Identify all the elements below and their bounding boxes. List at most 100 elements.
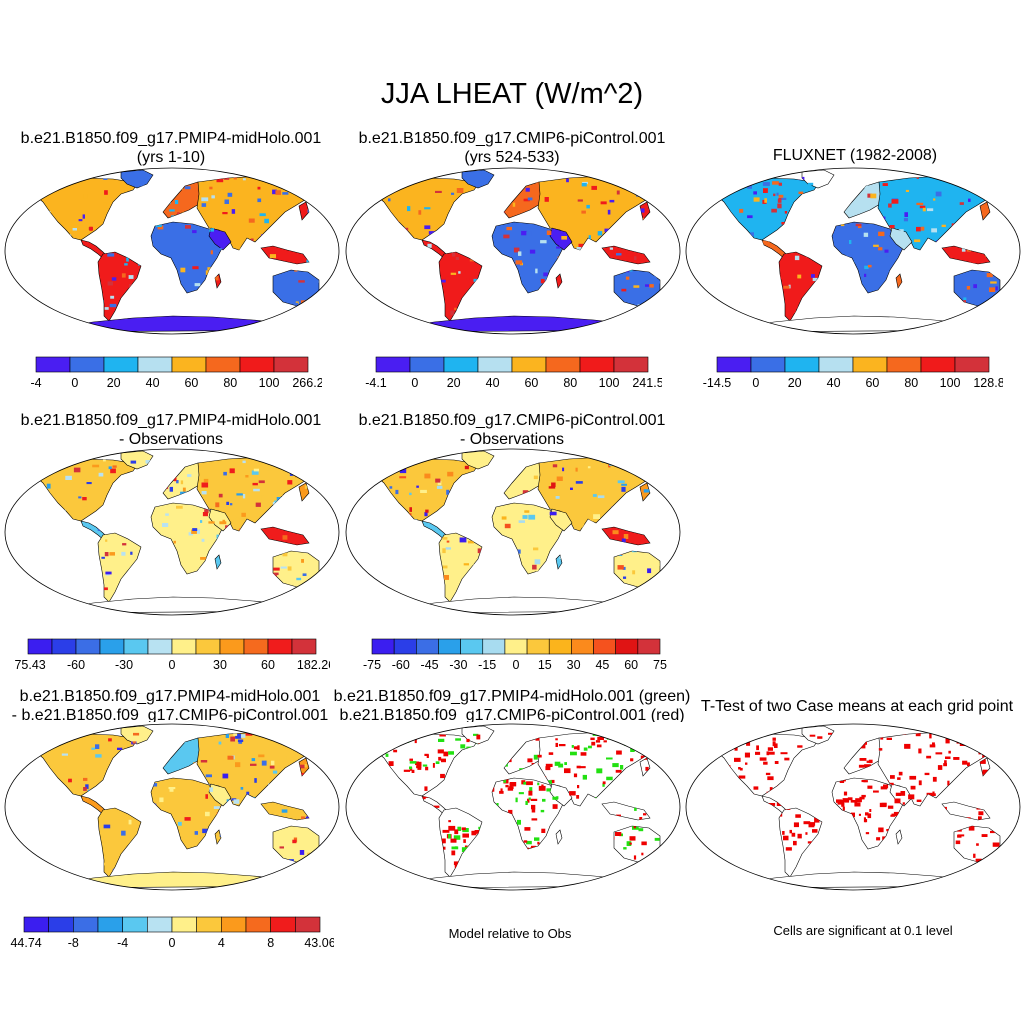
colorbar-swatch	[548, 638, 572, 655]
colorbar-swatch	[920, 356, 956, 373]
colorbar-panel-5: -75 -60 -45 -30 -15 0 15 30 45 60 75	[363, 638, 667, 672]
colorbar-tick-label: 241.5	[632, 376, 662, 390]
panel-3-title-line1: FLUXNET (1982-2008)	[772, 147, 938, 164]
panel-5-title-line1: b.e21.B1850.f09_g17.CMIP6-piControl.001	[358, 412, 666, 429]
map-panel-7	[344, 722, 682, 892]
colorbar-tick-label: 100	[259, 376, 280, 390]
colorbar-swatch	[295, 916, 321, 933]
land-arabia	[208, 783, 232, 807]
colorbar-swatch	[886, 356, 922, 373]
map-border	[4, 723, 340, 891]
map-border	[345, 167, 681, 335]
colorbar-swatch	[205, 356, 241, 373]
land-africa	[491, 502, 565, 575]
colorbar-swatch	[35, 356, 71, 373]
land-namerica	[713, 177, 820, 241]
colorbar-swatch	[571, 638, 594, 655]
colorbar-tick-label: -14.5	[703, 376, 731, 390]
panel-7-title-line1: b.e21.B1850.f09_g17.PMIP4-midHolo.001 (g…	[333, 688, 691, 705]
colorbar-swatch	[99, 638, 125, 655]
colorbar-swatch	[716, 356, 752, 373]
colorbar-tick-label: -8	[68, 936, 79, 950]
colorbar-tick-label: 266.2	[292, 376, 322, 390]
colorbar-swatch	[593, 638, 616, 655]
colorbar-swatch	[123, 638, 149, 655]
colorbar-swatch	[27, 638, 53, 655]
panel-5-title-line2: - Observations	[459, 431, 565, 448]
map-border	[685, 167, 1021, 335]
colorbar-tick-label: 0	[169, 936, 176, 950]
panel-6-title-line2: - b.e21.B1850.f09_g17.CMIP6-piControl.00…	[11, 707, 329, 724]
panel-2-title: b.e21.B1850.f09_g17.CMIP6-piControl.001 …	[346, 129, 678, 167]
colorbar-swatch	[147, 638, 173, 655]
colorbar-tick-label: -75.43	[14, 658, 46, 672]
colorbar-swatch	[48, 916, 74, 933]
colorbar-swatch	[245, 916, 271, 933]
land-namerica	[32, 458, 139, 522]
colorbar-tick-label: -4	[117, 936, 128, 950]
colorbar-swatch	[147, 916, 173, 933]
colorbar-swatch	[221, 916, 247, 933]
colorbar-tick-label: 60	[865, 376, 879, 390]
colorbar-swatch	[196, 916, 222, 933]
land-namerica	[32, 733, 139, 797]
colorbar-swatch	[511, 356, 547, 373]
colorbar-tick-label: 80	[223, 376, 237, 390]
colorbar-swatch	[69, 356, 105, 373]
colorbar-swatch	[219, 638, 245, 655]
colorbar-tick-label: 45	[595, 658, 609, 672]
colorbar-tick-label: -30	[115, 658, 133, 672]
colorbar-swatch	[504, 638, 528, 655]
colorbar-swatch	[195, 638, 221, 655]
colorbar-tick-label: 60	[261, 658, 275, 672]
land-greenland	[461, 169, 495, 189]
map-panel-1	[3, 166, 341, 336]
colorbar-swatch	[291, 638, 317, 655]
map-panel-5	[344, 447, 682, 617]
colorbar-swatch	[545, 356, 581, 373]
colorbar-tick-label: 40	[827, 376, 841, 390]
colorbar-swatch	[243, 638, 269, 655]
map-border	[345, 448, 681, 616]
colorbar-tick-label: 75	[653, 658, 667, 672]
map-border	[345, 723, 681, 891]
colorbar-tick-label: 128.8	[973, 376, 1003, 390]
land-seasia	[601, 801, 651, 821]
colorbar-swatch	[371, 638, 395, 655]
colorbar-tick-label: 20	[788, 376, 802, 390]
land-madagascar	[895, 273, 903, 289]
colorbar-swatch	[482, 638, 506, 655]
colorbar-tick-label: 80	[904, 376, 918, 390]
colorbar-tick-label: 40	[486, 376, 500, 390]
land-seasia	[941, 801, 991, 821]
colorbar-swatch	[615, 638, 639, 655]
colorbar-panel-6: -44.74 -8 -4 0 4 8 43.06	[10, 916, 334, 950]
map-panel-6	[3, 722, 341, 892]
colorbar-panel-1: -4 0 20 40 60 80 100 266.2	[30, 356, 322, 390]
panel-6-title: b.e21.B1850.f09_g17.PMIP4-midHolo.001 - …	[0, 687, 340, 725]
colorbar-swatch	[818, 356, 854, 373]
colorbar-tick-label: 8	[267, 936, 274, 950]
land-seasia	[601, 245, 651, 265]
land-africa	[491, 777, 565, 850]
colorbar-panel-4: -75.43 -60 -30 0 30 60 182.26	[14, 638, 330, 672]
colorbar-tick-label: 0	[411, 376, 418, 390]
colorbar-swatch	[750, 356, 786, 373]
colorbar-tick-label: 30	[567, 658, 581, 672]
panel-2-title-line2: (yrs 524-533)	[464, 149, 560, 166]
colorbar-swatch	[97, 916, 123, 933]
land-madagascar	[555, 829, 563, 845]
panel-3-title: FLUXNET (1982-2008)	[690, 146, 1020, 165]
panel-4-title: b.e21.B1850.f09_g17.PMIP4-midHolo.001 - …	[10, 411, 332, 449]
land-arabia	[549, 783, 573, 807]
colorbar-tick-label: 60	[184, 376, 198, 390]
colorbar-tick-label: 100	[940, 376, 961, 390]
colorbar-tick-label: 30	[213, 658, 227, 672]
colorbar-swatch	[51, 638, 77, 655]
colorbar-tick-label: -75	[363, 658, 381, 672]
panel-1-title: b.e21.B1850.f09_g17.PMIP4-midHolo.001 (y…	[10, 129, 332, 167]
colorbar-swatch	[103, 356, 139, 373]
map-panel-3	[684, 166, 1022, 336]
land-samerica	[97, 251, 142, 322]
